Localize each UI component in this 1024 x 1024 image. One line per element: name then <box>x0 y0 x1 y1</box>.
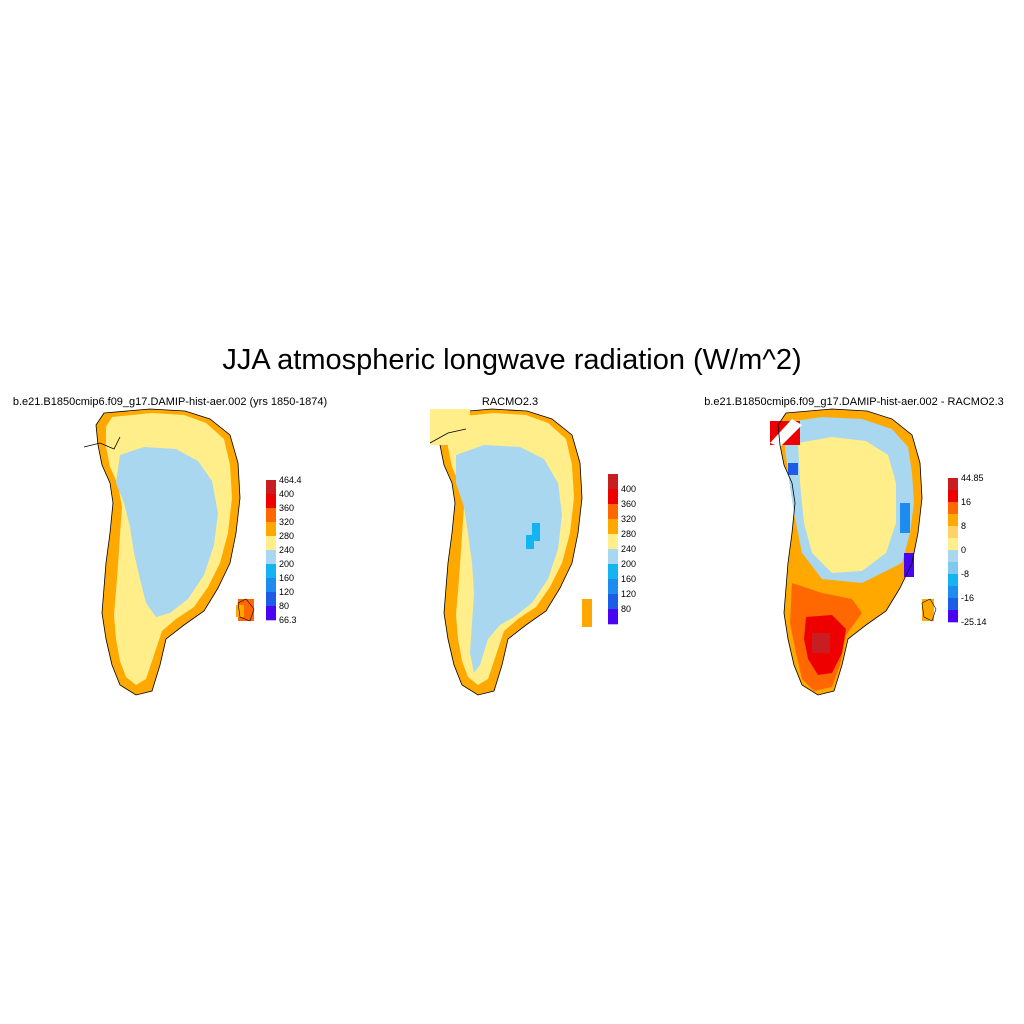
panel-title-model: b.e21.B1850cmip6.f09_g17.DAMIP-hist-aer.… <box>12 396 328 408</box>
colorbar-swatch <box>948 562 958 575</box>
figure-title: JJA atmospheric longwave radiation (W/m^… <box>222 344 802 376</box>
colorbar-label: 80 <box>621 604 631 614</box>
colorbar-label: 44.85 <box>961 473 984 483</box>
colorbar-swatch <box>948 550 958 563</box>
colorbar-label: 360 <box>621 499 636 509</box>
colorbar-swatch <box>266 606 276 621</box>
colorbar-swatch <box>948 586 958 599</box>
colorbar-label: 400 <box>279 489 294 499</box>
colorbar-swatch <box>266 480 276 495</box>
colorbar-label: 320 <box>621 514 636 524</box>
colorbar-label: 16 <box>961 497 971 507</box>
colorbar-label: 280 <box>621 529 636 539</box>
colorbar-swatch <box>608 519 618 535</box>
colorbar-label: 320 <box>279 517 294 527</box>
colorbar-label: 80 <box>279 601 289 611</box>
colorbar-label: 8 <box>961 521 966 531</box>
colorbar-swatch <box>266 578 276 593</box>
colorbar-swatch <box>608 534 618 550</box>
colorbar-swatch <box>608 564 618 580</box>
colorbar-swatch <box>608 579 618 595</box>
colorbar-label: 464.4 <box>279 475 302 485</box>
panel-title-diff: b.e21.B1850cmip6.f09_g17.DAMIP-hist-aer.… <box>704 396 1004 408</box>
colorbar-swatch <box>608 594 618 610</box>
colorbar-swatch <box>948 502 958 515</box>
colorbar-label: -8 <box>961 569 969 579</box>
colorbar-swatch <box>266 592 276 607</box>
colorbar-label: 200 <box>279 559 294 569</box>
colorbar-diff: 44.85 16 8 0 -8 -16 -25.14 <box>948 473 987 627</box>
colorbar-label: 280 <box>279 531 294 541</box>
colorbar-swatch <box>266 550 276 565</box>
colorbar-swatch <box>948 514 958 527</box>
colorbar-label: 360 <box>279 503 294 513</box>
colorbar-swatch <box>948 538 958 551</box>
colorbar-swatch <box>608 489 618 505</box>
map-diff <box>770 408 937 696</box>
colorbar-label: 120 <box>621 589 636 599</box>
colorbar-label: 120 <box>279 587 294 597</box>
interior-region-model <box>116 447 218 617</box>
colorbar-swatch <box>608 609 618 625</box>
colorbar-swatch <box>948 598 958 611</box>
panel-title-obs: RACMO2.3 <box>481 396 539 408</box>
colorbar-swatch <box>608 549 618 565</box>
colorbar-swatch <box>266 508 276 523</box>
colorbar-label: 200 <box>621 559 636 569</box>
colorbar-model: 464.4 400 360 320 280 240 200 160 120 80 66.3 <box>266 475 302 625</box>
colorbar-swatch <box>948 574 958 587</box>
colorbar-obs: 400 360 320 280 240 200 160 120 80 <box>608 474 636 625</box>
colorbar-swatch <box>948 610 958 623</box>
colorbar-swatch <box>608 504 618 520</box>
colorbar-label: 0 <box>961 545 966 555</box>
colorbar-swatch <box>266 494 276 509</box>
colorbar-swatch <box>266 536 276 551</box>
colorbar-label: -25.14 <box>961 617 987 627</box>
colorbar-label: 240 <box>279 545 294 555</box>
map-obs <box>429 408 592 696</box>
colorbar-swatch <box>948 478 958 491</box>
map-model <box>83 408 255 696</box>
colorbar-swatch <box>948 490 958 503</box>
colorbar-swatch <box>608 474 618 490</box>
colorbar-label: 160 <box>279 573 294 583</box>
colorbar-label: 66.3 <box>279 615 297 625</box>
colorbar-swatch <box>266 522 276 537</box>
colorbar-label: 240 <box>621 544 636 554</box>
colorbar-swatch <box>266 564 276 579</box>
interior-region-obs <box>456 445 562 673</box>
colorbar-label: -16 <box>961 593 974 603</box>
colorbar-label: 160 <box>621 574 636 584</box>
colorbar-label: 400 <box>621 484 636 494</box>
colorbar-swatch <box>948 526 958 539</box>
